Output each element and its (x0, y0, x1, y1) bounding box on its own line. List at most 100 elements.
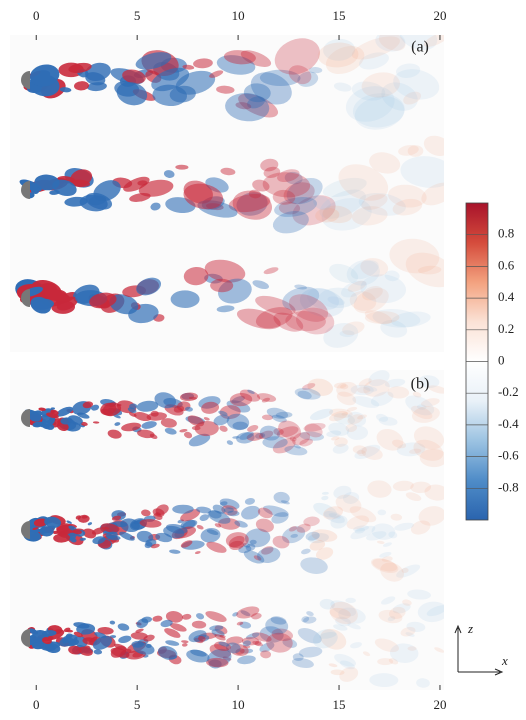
vortex-blob (52, 179, 77, 197)
vortex-blob (209, 644, 232, 658)
vortex-blob (214, 523, 222, 528)
vortex-blob (329, 408, 353, 418)
vortex-blob (292, 653, 304, 662)
vortex-blob (402, 599, 412, 606)
x-tick-label: 5 (134, 697, 141, 712)
vortex-blob (392, 480, 414, 492)
vortex-blob (401, 567, 409, 574)
vortex-blob (238, 93, 279, 118)
panel-label: (b) (411, 376, 430, 393)
vortex-blob (346, 260, 380, 286)
vortex-blob (157, 645, 178, 660)
vortex-blob (136, 400, 159, 412)
vortex-blob (121, 422, 142, 432)
vortex-blob (388, 184, 427, 208)
vortex-blob (169, 85, 196, 103)
vortex-blob (187, 415, 205, 427)
vortex-blob (361, 72, 400, 98)
vortex-blob (38, 407, 46, 412)
vortex-blob (405, 632, 415, 637)
vortex-blob (179, 428, 188, 433)
vortex-blob (296, 523, 311, 533)
vortex-blob (239, 431, 254, 440)
vortex-blob (298, 646, 323, 658)
vortex-blob (221, 505, 238, 516)
vortex-blob (181, 643, 188, 647)
vortex-blob (169, 623, 187, 632)
panel-label: (a) (411, 39, 429, 56)
colorbar-tick-label: -0.2 (498, 384, 519, 399)
vortex-blob (152, 615, 163, 622)
vortex-blob (85, 62, 111, 81)
vortex-blob (338, 164, 389, 201)
vortex-blob (73, 622, 90, 629)
vortex-blob (345, 423, 358, 433)
vortex-blob (237, 655, 256, 665)
colorbar-tick-label: -0.4 (498, 416, 519, 431)
x-tick-label: 10 (232, 8, 245, 23)
vortex-blob (231, 396, 245, 404)
vortex-blob (180, 540, 193, 548)
vortex-blob (66, 520, 72, 524)
cylinder (21, 521, 30, 539)
vortex-blob (252, 632, 272, 642)
vortex-blob (292, 657, 314, 669)
vortex-blob (350, 384, 374, 396)
vortex-blob (151, 67, 190, 92)
vortex-blob (283, 182, 315, 205)
vortex-blob (303, 616, 317, 624)
vortex-blob (188, 396, 197, 400)
x-tick-label: 0 (33, 8, 40, 23)
vortex-blob (64, 196, 88, 207)
vortex-blob (247, 425, 259, 432)
vortex-blob (119, 531, 135, 541)
vortex-blob (357, 414, 367, 420)
vortex-blob (323, 38, 356, 61)
vortex-blob (136, 277, 162, 296)
vortex-blob (232, 421, 249, 430)
vortex-blob (330, 600, 357, 617)
vortex-blob (242, 543, 251, 548)
vortex-blob (229, 643, 249, 656)
vortex-blob (353, 525, 369, 532)
vortex-blob (251, 612, 262, 620)
vortex-blob (183, 266, 209, 286)
vortex-blob (87, 522, 93, 526)
vortex-blob (350, 525, 376, 540)
vortex-blob (30, 298, 54, 310)
vortex-blob (59, 87, 72, 93)
vortex-blob (364, 310, 393, 325)
vortex-blob (76, 412, 90, 419)
vortex-blob (266, 632, 293, 653)
vortex-blob (384, 378, 406, 388)
vortex-blob (92, 636, 113, 650)
vortex-blob (297, 390, 312, 400)
vortex-blob (222, 656, 232, 661)
vortex-blob (280, 500, 290, 505)
vortex-blob (315, 547, 334, 560)
vortex-blob (217, 278, 252, 304)
vortex-blob (318, 287, 358, 309)
vortex-blob (407, 589, 432, 600)
vortex-blob (100, 523, 120, 533)
vortex-blob (114, 422, 121, 426)
vortex-blob (307, 378, 334, 396)
vortex-blob (321, 198, 372, 231)
colorbar-tick-label: 0 (498, 352, 505, 367)
vortex-blob (335, 494, 362, 513)
vortex-blob (294, 284, 307, 290)
vortex-blob (399, 35, 438, 51)
vortex-blob (109, 620, 116, 625)
vortex-blob (247, 389, 255, 394)
vortex-blob (206, 657, 229, 668)
vortex-blob (232, 436, 240, 439)
vortex-blob (322, 205, 353, 224)
vortex-blob (388, 606, 406, 619)
vortex-blob (413, 426, 444, 450)
vortex-blob (117, 623, 130, 631)
vortex-blob (263, 505, 289, 517)
vortex-blob (278, 201, 301, 215)
cylinder (21, 289, 30, 307)
vortex-blob (400, 626, 416, 637)
vortex-blob (297, 628, 322, 644)
